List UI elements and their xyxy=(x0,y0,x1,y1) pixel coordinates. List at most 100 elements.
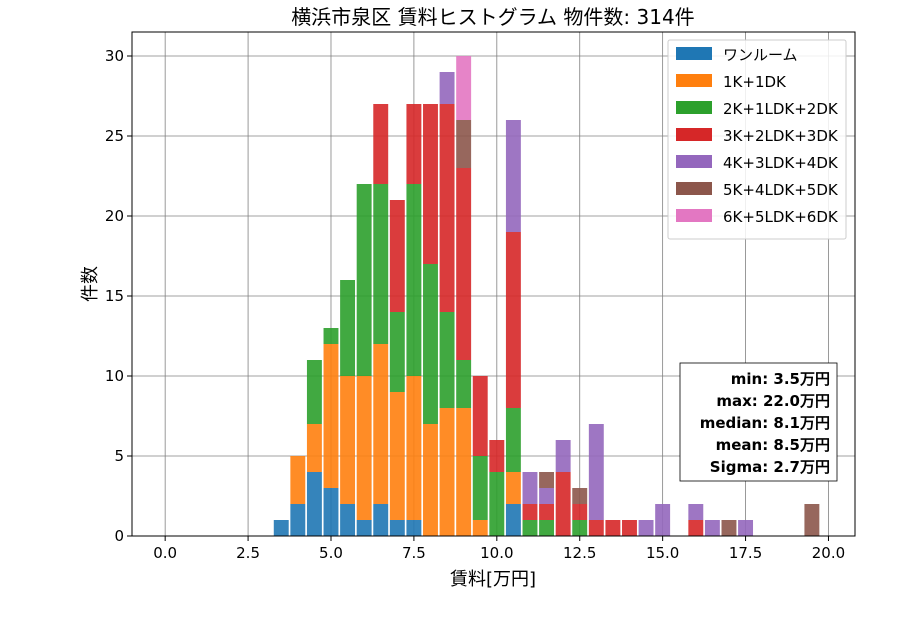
y-tick-label: 0 xyxy=(114,527,124,545)
legend-label: 1K+1DK xyxy=(723,73,787,91)
y-tick-label: 10 xyxy=(105,367,124,385)
x-tick-label: 17.5 xyxy=(729,544,762,562)
x-tick-label: 0.0 xyxy=(153,544,177,562)
bar xyxy=(406,376,422,520)
bar xyxy=(688,520,704,536)
bar xyxy=(522,504,538,520)
bar xyxy=(456,56,472,120)
legend: ワンルーム 1K+1DK 2K+1LDK+2DK 3K+2LDK+3DK 4K+3LDK… xyxy=(667,39,847,240)
bar xyxy=(356,376,372,520)
plot-frame xyxy=(131,31,856,537)
bar xyxy=(605,520,621,536)
bar xyxy=(456,168,472,360)
stats-line: Sigma: 2.7万円 xyxy=(710,458,830,476)
bar xyxy=(505,232,521,408)
x-ticks: 0.0 2.5 5.0 7.5 10.0 12.5 15.0 17.5 20.0 xyxy=(153,536,845,562)
bar xyxy=(555,472,571,536)
bar xyxy=(273,520,289,536)
bar xyxy=(638,520,654,536)
bar xyxy=(456,408,472,536)
bar xyxy=(306,360,322,424)
x-tick-label: 2.5 xyxy=(236,544,260,562)
bar xyxy=(738,520,754,536)
bar xyxy=(406,184,422,376)
y-tick-label: 25 xyxy=(105,127,124,145)
x-tick-label: 10.0 xyxy=(480,544,513,562)
y-axis-label: 件数 xyxy=(80,266,101,302)
bar xyxy=(505,472,521,504)
stats-line: max: 22.0万円 xyxy=(716,392,830,410)
x-tick-label: 5.0 xyxy=(319,544,343,562)
y-ticks: 0 5 10 15 20 25 30 xyxy=(105,47,132,545)
bar xyxy=(389,520,405,536)
bar xyxy=(423,104,438,264)
bar xyxy=(306,424,322,472)
y-tick-label: 15 xyxy=(105,287,124,305)
bar xyxy=(522,520,538,536)
bar xyxy=(489,472,505,536)
bar xyxy=(472,520,488,536)
legend-label: 3K+2LDK+3DK xyxy=(723,127,839,145)
bar xyxy=(356,520,372,536)
legend-label: 6K+5LDK+6DK xyxy=(723,208,839,226)
stats-frame xyxy=(679,362,838,482)
legend-swatch xyxy=(676,101,712,114)
bar xyxy=(356,184,372,376)
stats-box: min: 3.5万円 max: 22.0万円 median: 8.1万円 mean: … xyxy=(679,362,838,482)
legend-frame xyxy=(667,39,847,240)
bar xyxy=(804,504,820,536)
legend-label: ワンルーム xyxy=(723,46,798,64)
bar xyxy=(439,312,455,408)
bar xyxy=(340,504,356,536)
bar xyxy=(323,328,339,344)
bar xyxy=(423,264,438,424)
bar xyxy=(389,392,405,520)
bar xyxy=(423,424,438,536)
bar xyxy=(323,488,339,536)
bar xyxy=(489,440,505,472)
bar xyxy=(439,104,455,312)
bar xyxy=(439,408,455,536)
bar xyxy=(406,104,422,184)
legend-swatch xyxy=(676,155,712,168)
stats-line: mean: 8.5万円 xyxy=(716,436,830,454)
bar xyxy=(572,504,588,520)
legend-label: 5K+4LDK+5DK xyxy=(723,181,839,199)
y-tick-label: 30 xyxy=(105,47,124,65)
bar xyxy=(572,488,588,504)
bar xyxy=(539,504,555,520)
x-tick-label: 20.0 xyxy=(812,544,845,562)
bar xyxy=(622,520,637,536)
bar xyxy=(522,472,538,504)
bar xyxy=(306,472,322,536)
bars xyxy=(273,56,820,536)
bar xyxy=(539,520,555,536)
bar xyxy=(655,504,671,536)
bar xyxy=(588,520,604,536)
x-tick-label: 12.5 xyxy=(563,544,596,562)
bar xyxy=(340,280,356,376)
chart-title: 横浜市泉区 賃料ヒストグラム 物件数: 314件 xyxy=(291,5,694,29)
bar xyxy=(539,488,555,504)
bar xyxy=(456,120,472,168)
bar xyxy=(721,520,737,536)
bar xyxy=(290,456,306,504)
bar xyxy=(373,184,389,344)
bar xyxy=(323,344,339,488)
bar xyxy=(505,120,521,232)
legend-swatch xyxy=(676,128,712,141)
bar xyxy=(539,472,555,488)
bar xyxy=(505,504,521,536)
y-tick-label: 5 xyxy=(114,447,124,465)
bar xyxy=(472,376,488,456)
bar xyxy=(456,360,472,408)
bar xyxy=(406,520,422,536)
legend-swatch xyxy=(676,182,712,195)
bar xyxy=(704,520,720,536)
bar xyxy=(555,440,571,472)
bar xyxy=(373,504,389,536)
x-axis-label: 賃料[万円] xyxy=(450,569,536,590)
x-tick-label: 7.5 xyxy=(402,544,426,562)
bar xyxy=(688,504,704,520)
bar xyxy=(572,520,588,536)
